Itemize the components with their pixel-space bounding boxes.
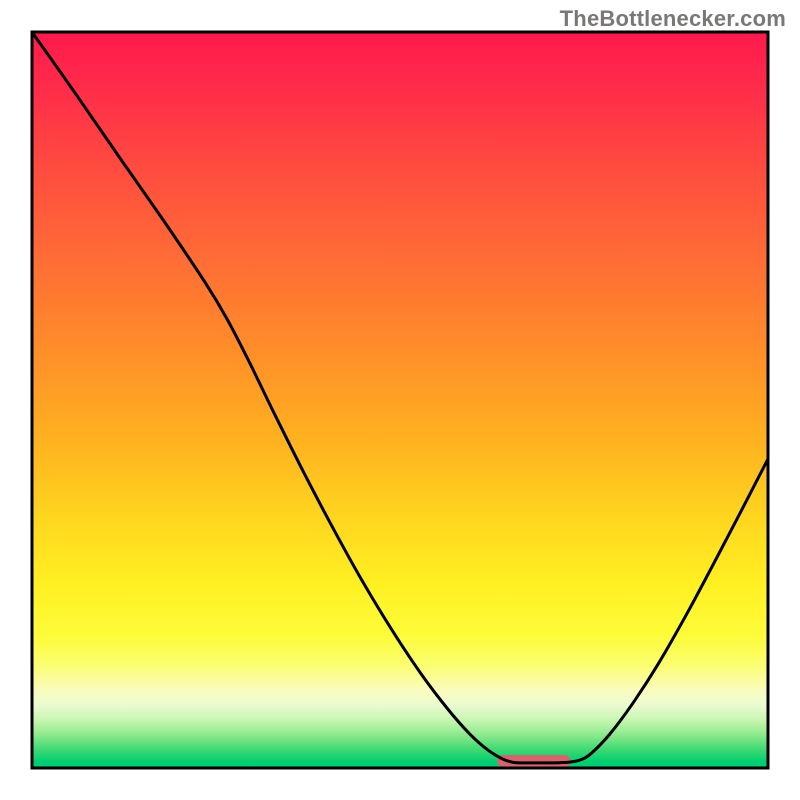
watermark-label: TheBottlenecker.com xyxy=(560,6,786,32)
bottleneck-chart: TheBottlenecker.com xyxy=(0,0,800,800)
chart-background xyxy=(32,32,768,768)
chart-svg xyxy=(0,0,800,800)
